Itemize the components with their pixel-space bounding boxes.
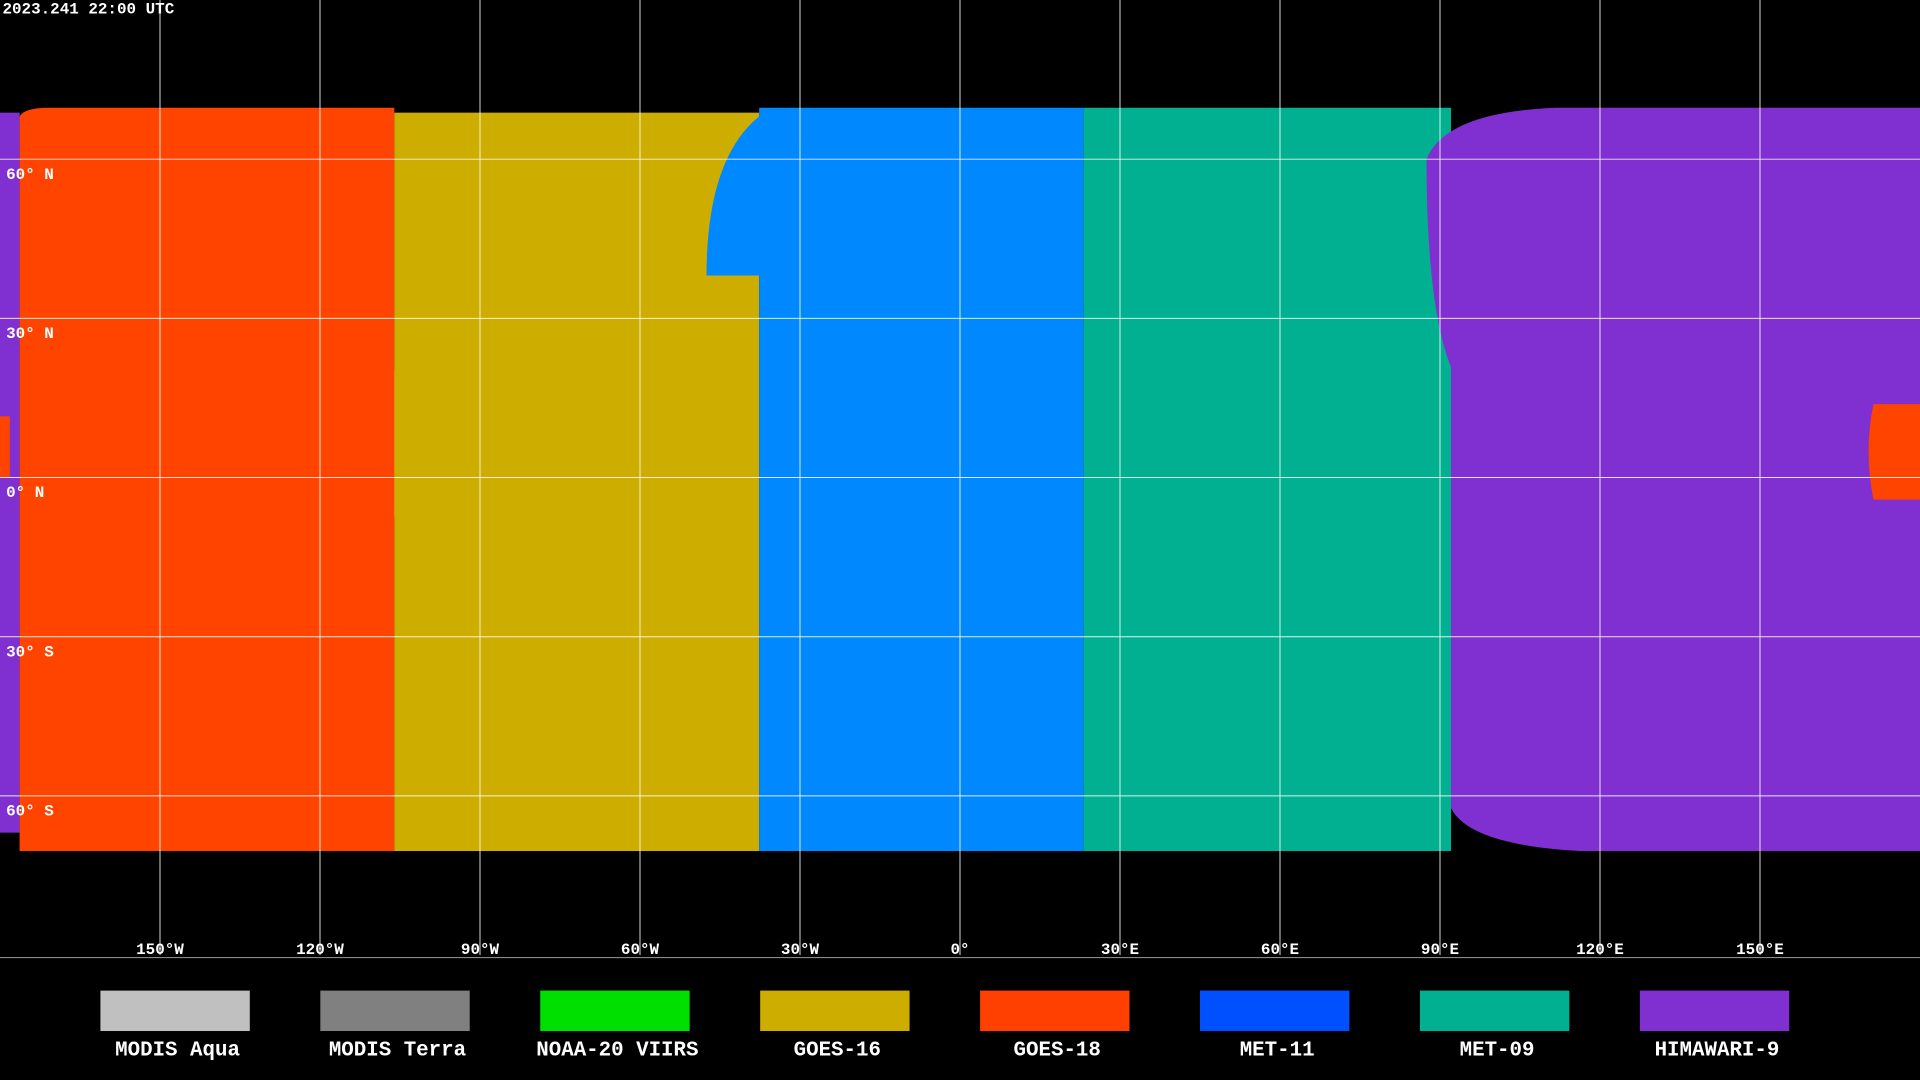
- goes18-edge-west: [0, 416, 10, 478]
- timestamp: 2023.241 22:00 UTC: [2, 0, 174, 18]
- longitude-label: 120°E: [1576, 941, 1624, 959]
- longitude-label: 30°W: [781, 941, 820, 959]
- himawari-region: [1426, 107, 1920, 852]
- legend-label: HIMAWARI-9: [1655, 1040, 1780, 1063]
- longitude-label: 60°E: [1261, 941, 1299, 959]
- legend-label: MET-09: [1460, 1040, 1535, 1063]
- legend-swatch: [100, 990, 250, 1032]
- latitude-label: 30° N: [6, 325, 54, 343]
- coverage-regions: [0, 107, 1920, 852]
- longitude-label: 150°E: [1736, 941, 1784, 959]
- longitude-label: 30°E: [1101, 941, 1139, 959]
- legend-label: GOES-16: [794, 1040, 881, 1063]
- latitude-label: 60° S: [6, 803, 54, 821]
- goes16-region: [394, 112, 760, 852]
- legend-label: GOES-18: [1014, 1040, 1101, 1063]
- longitude-label: 0°: [950, 941, 969, 959]
- met11-region: [706, 107, 1084, 852]
- longitude-label: 120°W: [296, 941, 344, 959]
- longitude-label: 90°E: [1421, 941, 1459, 959]
- longitude-label: 90°W: [461, 941, 500, 959]
- legend-label: MET-11: [1240, 1040, 1315, 1063]
- legend-label: MODIS Aqua: [115, 1040, 240, 1063]
- goes18-region-east: [1868, 404, 1920, 500]
- met09-region: [1083, 107, 1452, 852]
- longitude-label: 150°W: [136, 941, 184, 959]
- legend-swatch: [980, 990, 1130, 1032]
- legend-label: NOAA-20 VIIRS: [536, 1040, 698, 1063]
- legend-swatch: [320, 990, 470, 1032]
- legend-swatch: [1419, 990, 1570, 1032]
- legend-label: MODIS Terra: [329, 1040, 466, 1063]
- legend-swatch: [540, 990, 690, 1032]
- latitude-label: 0° N: [6, 484, 44, 502]
- graticule: 150°W 120°W 90°W 60°W 30°W 0° 30°E 60°E 90°E 120°…: [0, 0, 1920, 959]
- legend: MODIS Aqua MODIS Terra NOAA-20 VIIRS GOES-1…: [100, 990, 1790, 1063]
- legend-swatch: [760, 990, 910, 1032]
- latitude-label: 30° S: [6, 643, 54, 661]
- longitude-label: 60°W: [621, 941, 660, 959]
- goes18-region: [19, 107, 395, 852]
- legend-swatch: [1639, 990, 1790, 1032]
- latitude-label: 60° N: [6, 166, 54, 184]
- legend-swatch: [1200, 990, 1350, 1032]
